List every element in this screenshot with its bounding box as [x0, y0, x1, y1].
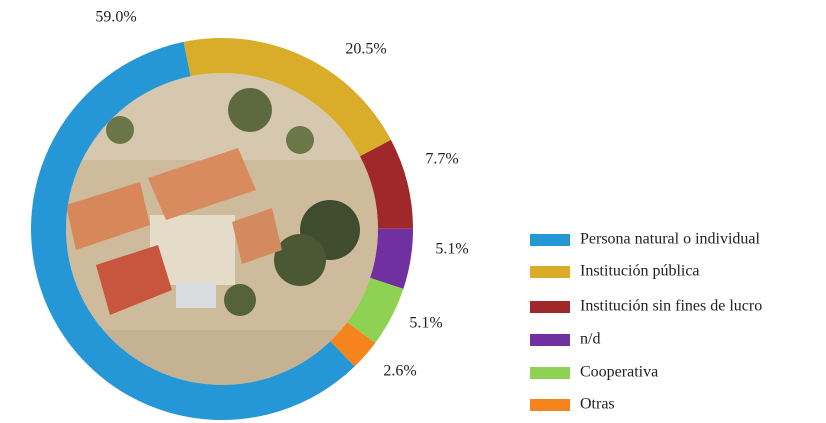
donut-segment: [370, 228, 413, 289]
donut-segment: [183, 38, 391, 157]
legend-label: Institución sin fines de lucro: [580, 298, 762, 315]
legend-swatch: [530, 234, 570, 246]
legend-label: Otras: [580, 396, 615, 413]
legend-label: n/d: [580, 331, 600, 348]
legend-swatch: [530, 301, 570, 313]
legend-label: Cooperativa: [580, 364, 658, 381]
legend-swatch: [530, 367, 570, 379]
value-label: 5.1%: [409, 315, 442, 332]
donut-segment: [330, 322, 376, 367]
legend-swatch: [530, 266, 570, 278]
legend-swatch: [530, 334, 570, 346]
value-label: 7.7%: [425, 151, 458, 168]
legend-swatch: [530, 399, 570, 411]
legend-label: Institución pública: [580, 263, 700, 280]
donut-segment: [30, 41, 355, 421]
value-label: 2.6%: [383, 363, 416, 380]
legend-label: Persona natural o individual: [580, 231, 761, 248]
value-label: 20.5%: [345, 41, 386, 58]
donut-segment: [359, 139, 413, 229]
donut-segment: [347, 277, 404, 343]
value-label: 59.0%: [95, 9, 136, 26]
value-label: 5.1%: [435, 241, 468, 258]
